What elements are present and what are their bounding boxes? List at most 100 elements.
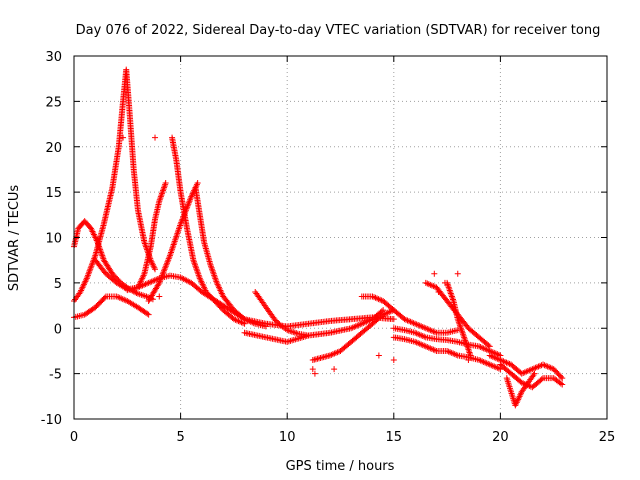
series-track-j — [252, 288, 312, 339]
data-point — [145, 311, 152, 318]
data-point — [169, 246, 176, 253]
series-track-d — [92, 180, 169, 293]
data-point — [447, 290, 454, 297]
y-tick-label: 20 — [45, 141, 62, 156]
data-point — [446, 285, 453, 292]
data-point — [390, 357, 397, 364]
data-point — [190, 258, 197, 265]
data-point — [160, 187, 167, 194]
data-point — [172, 236, 179, 243]
data-point — [465, 357, 472, 364]
data-point — [169, 244, 176, 251]
data-point — [271, 316, 278, 323]
data-point — [209, 267, 216, 274]
data-point — [331, 366, 338, 373]
x-tick-label: 15 — [386, 430, 403, 445]
data-point — [171, 239, 178, 246]
data-point — [172, 235, 179, 242]
data-point — [144, 310, 151, 317]
x-tick-label: 0 — [70, 430, 78, 445]
data-point — [375, 352, 382, 359]
series-outliers — [120, 134, 472, 377]
grid — [74, 56, 607, 419]
data-point — [210, 270, 217, 277]
data-point — [559, 381, 566, 388]
y-tick-label: 30 — [45, 50, 62, 65]
data-point — [441, 279, 448, 286]
data-point — [141, 240, 148, 247]
data-point — [447, 288, 454, 295]
plot-frame — [73, 55, 608, 420]
data-point — [293, 330, 300, 337]
data-point — [195, 270, 202, 277]
data-point — [461, 335, 468, 342]
data-point — [445, 284, 452, 291]
data-point — [486, 343, 493, 350]
series-track-f — [169, 134, 248, 327]
x-axis-label: GPS time / hours — [286, 459, 395, 474]
data-point — [240, 315, 247, 322]
data-point — [211, 272, 218, 279]
data-point — [454, 270, 461, 277]
data-point — [448, 293, 455, 300]
data-point — [162, 180, 169, 187]
y-tick-label: 10 — [45, 232, 62, 247]
series-track-a — [71, 66, 159, 305]
chart-title: Day 076 of 2022, Sidereal Day-to-day VTE… — [76, 23, 601, 38]
data-point — [212, 275, 219, 282]
data-point — [142, 242, 149, 249]
series-track-e — [145, 180, 201, 305]
y-tick-label: 5 — [54, 277, 62, 292]
data-point — [152, 134, 159, 141]
data-point — [159, 189, 166, 196]
data-point — [557, 380, 564, 387]
series-track-i — [241, 307, 387, 345]
data-point — [170, 241, 177, 248]
data-point — [158, 192, 165, 199]
data-point — [161, 184, 168, 191]
data-point — [305, 332, 312, 339]
x-tick-label: 20 — [492, 430, 509, 445]
data-point — [460, 332, 467, 339]
data-point — [465, 347, 472, 354]
data-point — [538, 376, 545, 383]
data-point — [558, 373, 565, 380]
data-point — [531, 370, 538, 377]
data-point — [461, 334, 468, 341]
series-track-c — [71, 293, 152, 321]
data-point — [459, 328, 466, 335]
data-point — [157, 193, 164, 200]
data-point — [191, 260, 198, 267]
data-point — [141, 239, 148, 246]
data-point — [208, 264, 215, 271]
series-track-p — [444, 279, 474, 359]
data-point — [445, 282, 452, 289]
y-tick-label: 15 — [45, 186, 62, 201]
data-point — [390, 316, 397, 323]
data-point — [133, 290, 140, 297]
data-point — [194, 180, 201, 187]
data-point — [559, 375, 566, 382]
data-point — [446, 287, 453, 294]
data-point — [152, 266, 159, 273]
data-point — [174, 228, 181, 235]
data-point — [194, 269, 201, 276]
data-point — [444, 281, 451, 288]
y-tick-label: 25 — [45, 95, 62, 110]
data-point — [194, 267, 201, 274]
series-track-q — [486, 352, 566, 382]
data-point — [290, 329, 297, 336]
data-point — [160, 186, 167, 193]
data-point — [99, 252, 106, 259]
y-tick-label: -10 — [41, 413, 62, 428]
data-point — [309, 366, 316, 373]
data-point — [311, 370, 318, 377]
data-point — [161, 183, 168, 190]
data-point — [193, 264, 200, 271]
data-point — [191, 261, 198, 268]
data-point — [211, 273, 218, 280]
data-point — [192, 263, 199, 270]
data-point — [174, 230, 181, 237]
data-point — [176, 225, 183, 232]
data-point — [272, 317, 279, 324]
